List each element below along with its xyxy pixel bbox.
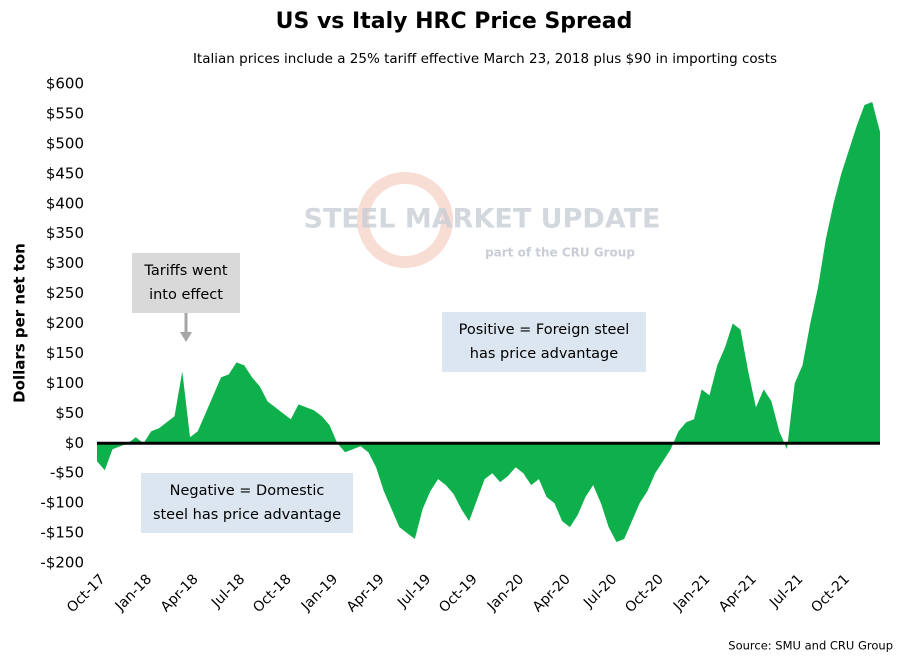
x-tick-label: Apr-20: [530, 571, 574, 615]
watermark: part of the CRU Group: [485, 246, 635, 260]
x-tick-label: Oct-18: [250, 571, 295, 616]
chart-title: US vs Italy HRC Price Spread: [276, 9, 633, 34]
y-tick-label: $450: [46, 164, 84, 182]
x-tick-label: Jul-18: [208, 571, 248, 611]
y-tick-label: -$50: [50, 464, 84, 482]
area: [97, 101, 880, 543]
y-tick-label: $350: [46, 224, 84, 242]
x-tick-label: Apr-19: [344, 571, 388, 615]
watermark-logo: [357, 172, 453, 268]
y-tick-label: $300: [46, 254, 84, 272]
x-tick-label: Oct-17: [64, 571, 109, 616]
arrowhead: [180, 332, 192, 342]
x-tick-label: Jan-19: [298, 571, 341, 614]
annotation-box: [132, 253, 240, 313]
annotation: Positive = Foreign steel has price advant…: [442, 312, 646, 372]
x-tick-label: Jul-20: [580, 571, 620, 611]
x-tick-label: Jan-18: [112, 571, 155, 614]
annotation-text: Tariffs went: [143, 263, 227, 279]
y-tick-label: $500: [46, 134, 84, 152]
x-tick-label: Oct-19: [436, 571, 481, 616]
x-tick-label: Jul-19: [394, 571, 434, 611]
y-tick-label: -$100: [40, 494, 84, 512]
annotation-text: Negative = Domestic: [170, 483, 325, 499]
chart-subtitle: Italian prices include a 25% tariff effe…: [193, 51, 777, 67]
x-tick-label: Apr-21: [716, 571, 760, 615]
y-tick-label: $600: [46, 75, 84, 93]
annotation-text: into effect: [149, 287, 223, 303]
annotation-box: [141, 473, 353, 533]
watermark: STEEL MARKET UPDATE: [304, 204, 661, 235]
y-tick-label: $400: [46, 194, 84, 212]
x-tick-label: Jul-21: [766, 571, 806, 611]
annotation-text: has price advantage: [470, 346, 618, 362]
y-tick-label: $200: [46, 314, 84, 332]
y-axis-label: Dollars per net ton: [11, 243, 29, 403]
y-tick-label: $250: [46, 284, 84, 302]
y-tick-label: $150: [46, 344, 84, 362]
x-tick-label: Oct-21: [808, 571, 853, 616]
annotation-box: [442, 312, 646, 372]
y-tick-label: -$200: [40, 554, 84, 572]
annotation: Negative = Domestic steel has price advan…: [141, 473, 353, 533]
y-tick-label: $50: [55, 404, 84, 422]
y-tick-label: $100: [46, 374, 84, 392]
x-tick-label: Jan-20: [484, 571, 527, 614]
annotation-text: steel has price advantage: [153, 507, 341, 523]
x-tick-label: Jan-21: [670, 571, 713, 614]
y-tick-label: $0: [65, 434, 84, 452]
x-tick-label: Apr-18: [158, 571, 202, 615]
annotation: Tariffs went into effect: [132, 253, 240, 313]
source-note: Source: SMU and CRU Group: [728, 639, 893, 653]
x-tick-label: Oct-20: [622, 571, 667, 616]
annotation-text: Positive = Foreign steel: [459, 322, 630, 338]
y-tick-label: $550: [46, 104, 84, 122]
y-tick-label: -$150: [40, 524, 84, 542]
